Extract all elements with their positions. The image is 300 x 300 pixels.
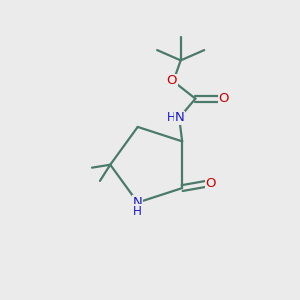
Text: O: O: [206, 177, 216, 190]
Text: H: H: [167, 111, 176, 124]
Text: N: N: [174, 111, 184, 124]
Text: O: O: [219, 92, 229, 105]
Text: O: O: [167, 74, 177, 88]
Text: H: H: [133, 205, 142, 218]
Text: N: N: [133, 196, 142, 209]
